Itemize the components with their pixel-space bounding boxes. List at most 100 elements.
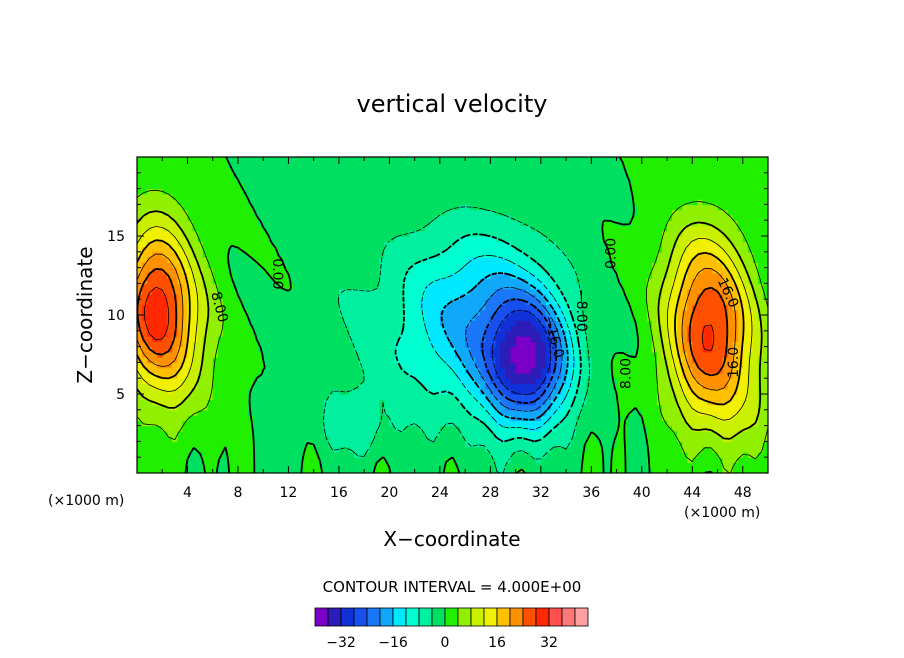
field-cell <box>232 309 239 316</box>
field-cell <box>661 409 668 416</box>
field-cell <box>646 394 653 400</box>
field-cell <box>465 283 471 290</box>
field-cell <box>601 441 608 448</box>
field-cell <box>263 420 269 427</box>
field-cell <box>227 357 234 363</box>
field-cell <box>187 420 194 427</box>
field-cell <box>455 430 461 437</box>
field-cell <box>167 325 173 332</box>
field-cell <box>434 336 441 342</box>
field-cell <box>561 446 567 453</box>
field-cell <box>429 430 436 437</box>
field-cell <box>631 278 638 284</box>
field-cell <box>258 304 264 311</box>
field-cell <box>581 357 587 363</box>
field-cell <box>752 383 759 390</box>
field-cell <box>586 346 592 353</box>
field-cell <box>631 399 638 406</box>
field-cell <box>232 325 239 332</box>
field-cell <box>439 446 446 453</box>
field-cell <box>510 378 517 385</box>
field-cell <box>172 399 178 406</box>
field-cell <box>384 367 390 374</box>
field-cell <box>187 341 194 348</box>
field-cell <box>500 357 507 363</box>
field-cell <box>248 378 254 385</box>
field-cell <box>525 278 532 284</box>
field-cell <box>737 278 744 284</box>
field-cell <box>157 404 163 411</box>
field-cell <box>752 351 759 358</box>
field-cell <box>682 357 688 363</box>
field-cell <box>328 378 335 385</box>
field-cell <box>369 293 375 300</box>
field-cell <box>167 330 173 337</box>
field-cell <box>308 288 315 295</box>
field-cell <box>545 409 552 416</box>
field-cell <box>359 341 365 348</box>
field-cell <box>702 351 709 358</box>
field-cell <box>505 362 512 369</box>
field-cell <box>586 378 592 385</box>
field-cell <box>505 267 512 274</box>
field-cell <box>449 388 456 395</box>
field-cell <box>495 404 502 411</box>
field-cell <box>202 320 209 327</box>
field-cell <box>162 362 168 369</box>
field-cell <box>757 372 764 379</box>
field-cell <box>369 409 375 416</box>
field-cell <box>374 357 380 363</box>
field-cell <box>222 383 229 390</box>
field-cell <box>581 351 587 358</box>
field-cell <box>555 325 562 332</box>
field-cell <box>359 446 365 453</box>
field-cell <box>606 320 613 327</box>
field-cell <box>364 415 370 421</box>
field-cell <box>419 467 426 473</box>
field-cell <box>137 451 143 458</box>
field-cell <box>283 372 290 379</box>
field-cell <box>237 346 244 353</box>
field-cell <box>389 446 396 453</box>
field-cell <box>561 320 567 327</box>
field-cell <box>187 346 194 353</box>
field-cell <box>596 425 603 432</box>
field-cell <box>752 309 759 316</box>
field-cell <box>308 383 315 390</box>
field-cell <box>429 420 436 427</box>
field-cell <box>212 446 219 453</box>
field-cell <box>742 457 749 464</box>
field-cell <box>429 299 436 306</box>
field-cell <box>167 336 173 342</box>
field-cell <box>651 288 658 295</box>
field-cell <box>707 436 714 442</box>
field-cell <box>510 367 517 374</box>
field-cell <box>757 330 764 337</box>
field-cell <box>667 415 673 421</box>
field-cell <box>434 430 441 437</box>
field-cell <box>364 357 370 363</box>
field-cell <box>550 315 557 321</box>
field-cell <box>571 467 577 473</box>
field-cell <box>566 367 572 374</box>
field-cell <box>656 446 663 453</box>
field-cell <box>540 399 547 406</box>
field-cell <box>177 436 184 442</box>
field-cell <box>576 267 582 274</box>
field-cell <box>369 362 375 369</box>
field-cell <box>263 288 269 295</box>
field-cell <box>343 372 350 379</box>
field-cell <box>646 383 653 390</box>
field-cell <box>702 446 709 453</box>
field-cell <box>606 399 613 406</box>
field-cell <box>374 288 380 295</box>
field-cell <box>404 341 411 348</box>
field-cell <box>651 441 658 448</box>
field-cell <box>273 436 279 442</box>
field-cell <box>485 351 491 358</box>
field-cell <box>389 320 396 327</box>
field-cell <box>687 304 693 311</box>
field-cell <box>631 272 638 279</box>
field-cell <box>384 341 390 348</box>
field-cell <box>601 378 608 385</box>
